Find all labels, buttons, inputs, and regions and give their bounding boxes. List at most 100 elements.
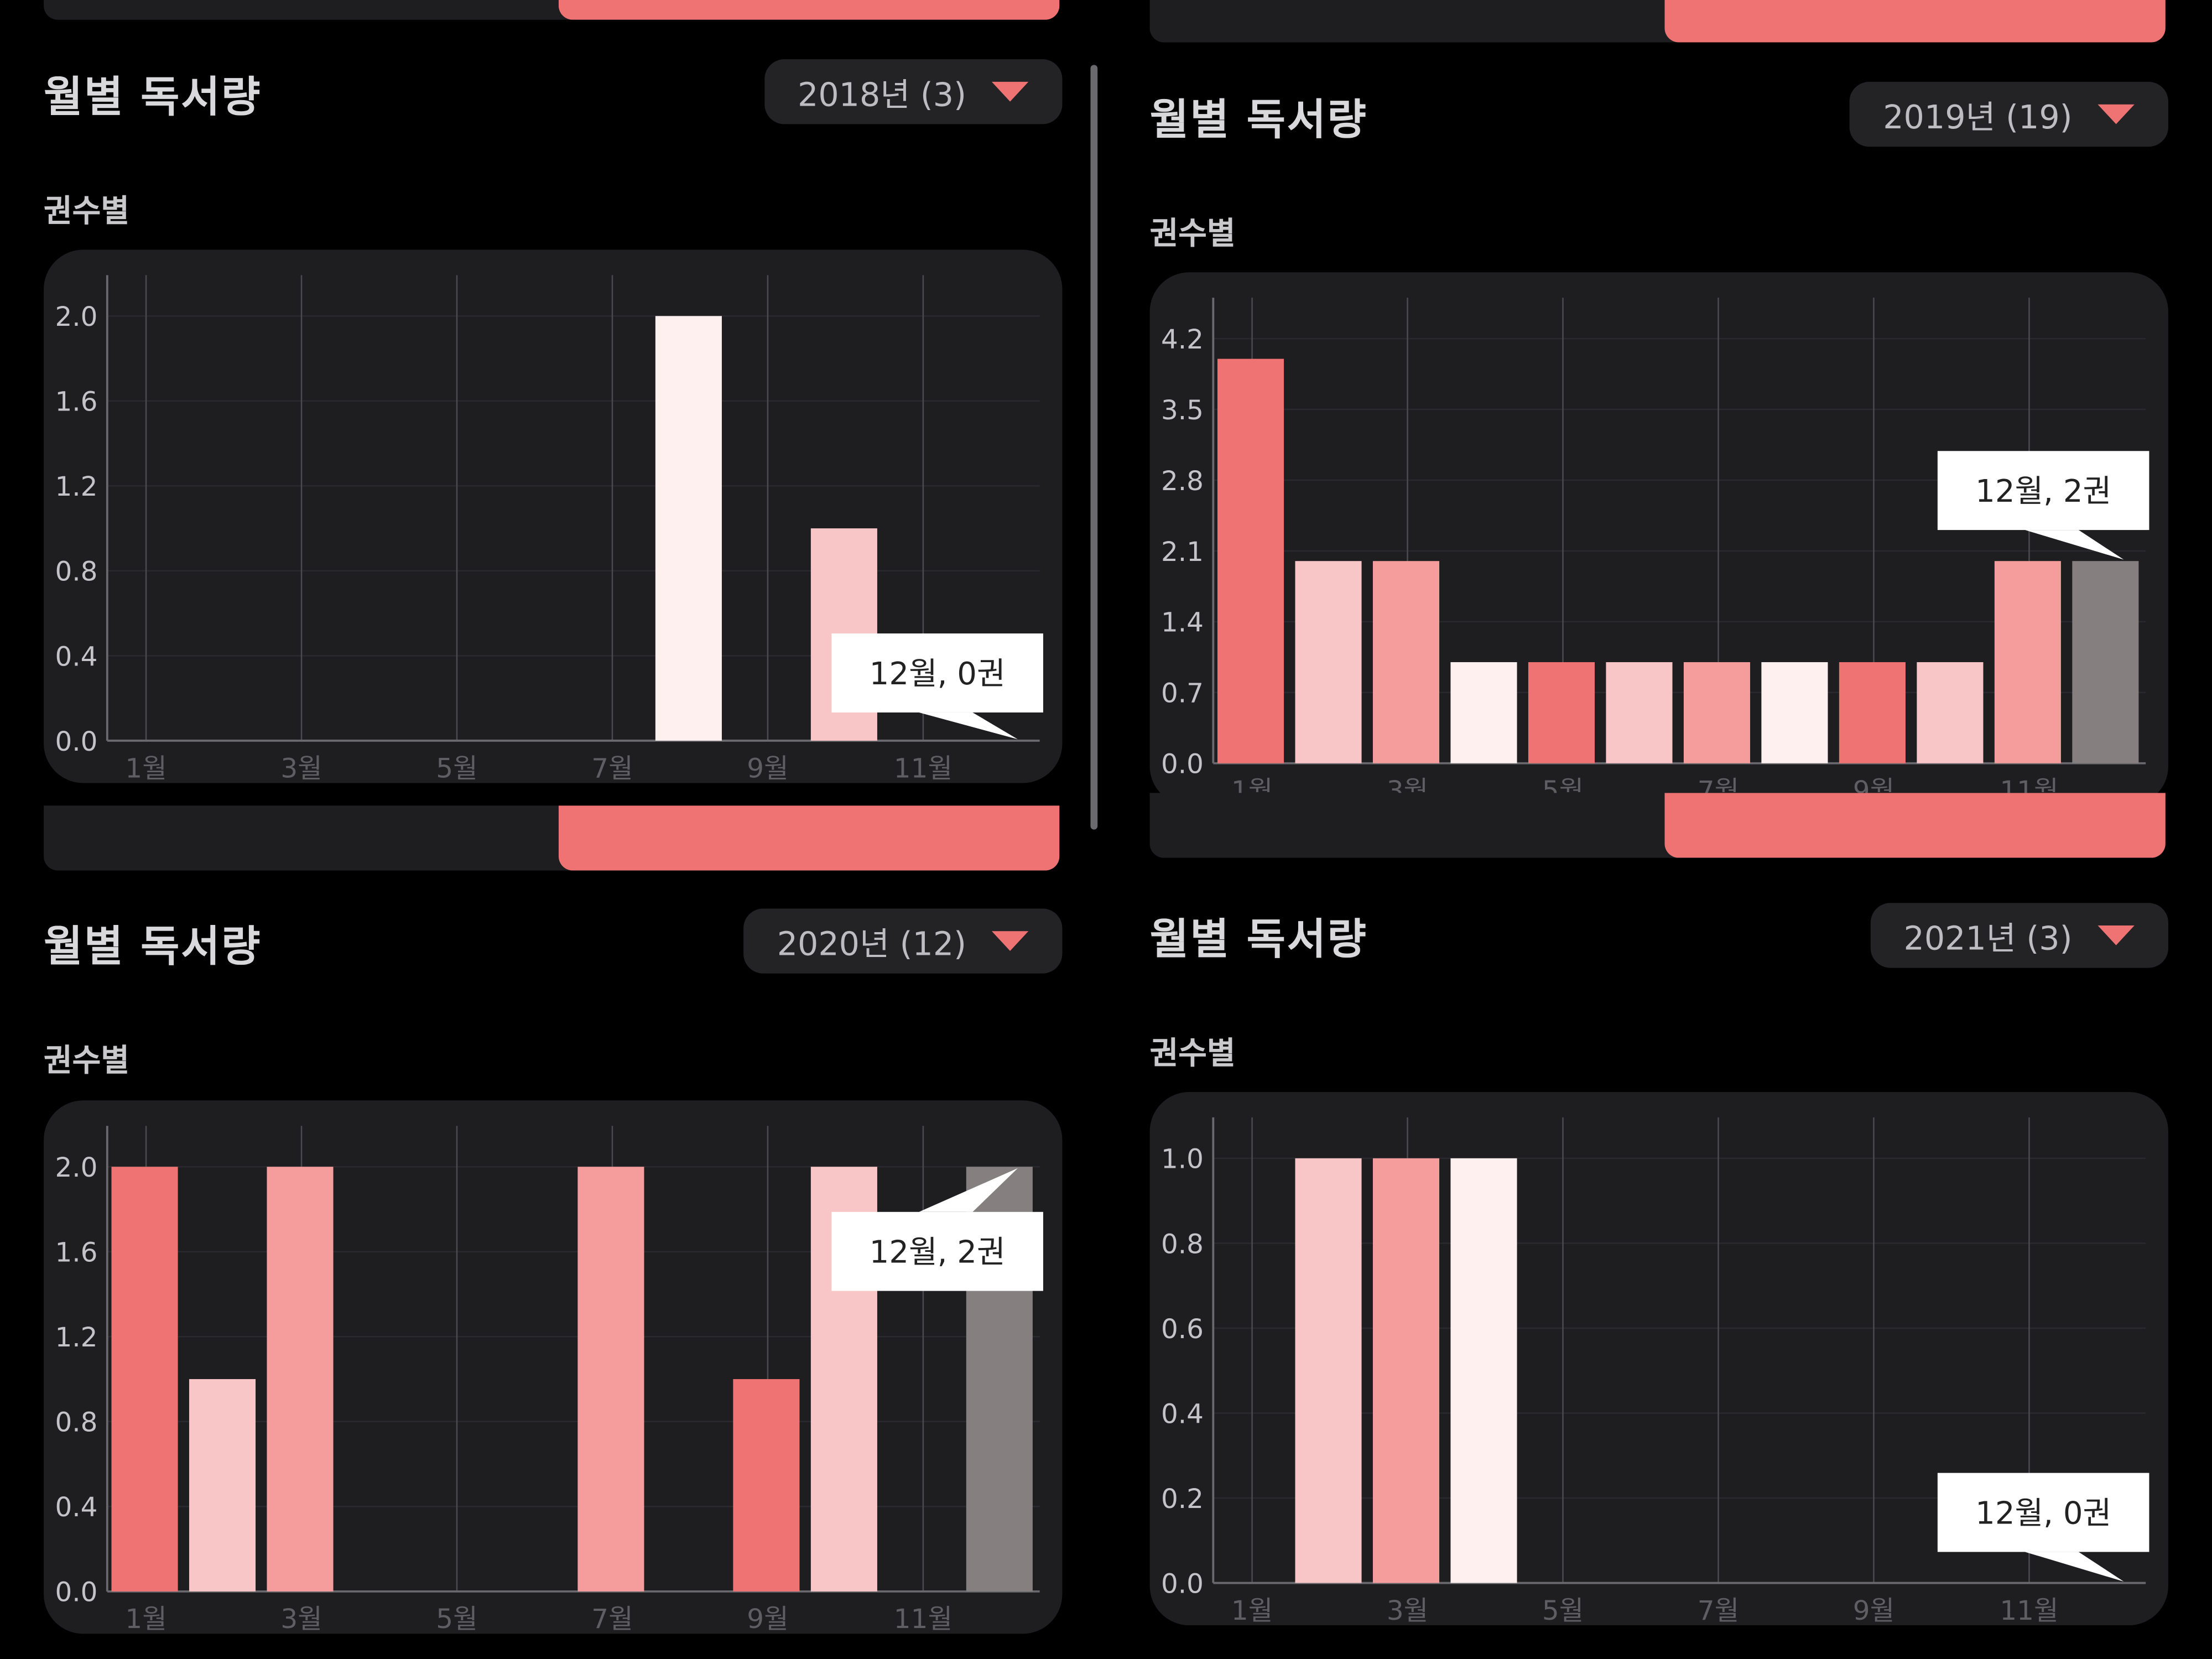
x-tick-label: 3월 [280, 1604, 322, 1634]
bar [111, 1167, 178, 1592]
bar [1761, 662, 1828, 763]
y-tick-label: 1.6 [55, 387, 97, 418]
tooltip-text: 12월, 0권 [870, 656, 1006, 692]
y-tick-label: 1.2 [55, 1322, 97, 1353]
bar [189, 1379, 256, 1592]
tooltip-pointer [2024, 530, 2124, 560]
year-select[interactable]: 2019년 (19) [1849, 81, 2168, 147]
year-select[interactable]: 2018년 (3) [764, 59, 1063, 124]
tooltip-text: 12월, 2권 [870, 1235, 1006, 1271]
bar [1450, 1158, 1517, 1583]
year-select-value: 2018년 (3) [798, 77, 967, 115]
x-tick-label: 11월 [2000, 1595, 2058, 1625]
y-tick-label: 0.0 [1161, 749, 1204, 780]
tooltip-text: 12월, 0권 [1975, 1495, 2111, 1531]
tooltip-box [831, 633, 1043, 713]
chart-svg: 0.0 0.2 0.4 0.6 0.8 1.0 1월 3월 5월 7월 9월 11월 12월, 0권 [1161, 1117, 2149, 1625]
y-tick-label: 0.8 [55, 557, 97, 587]
year-select[interactable]: 2021년 (3) [1870, 903, 2168, 968]
y-tick-label: 1.2 [55, 471, 97, 502]
bar [655, 316, 722, 741]
view-toggle-active-segment[interactable] [558, 0, 1060, 20]
monthly-bar-chart[interactable]: 0.0 0.4 0.8 1.2 1.6 2.0 1월 3월 5월 7월 9월 11월 12월, 2권 [44, 1100, 1063, 1634]
tooltip-box [831, 1211, 1043, 1291]
y-tick-label: 4.2 [1161, 324, 1204, 355]
x-tick-label: 9월 [747, 1604, 788, 1634]
y-tick-label: 1.0 [1161, 1144, 1204, 1175]
x-tick-label: 7월 [591, 753, 633, 783]
year-select-value: 2021년 (3) [1903, 921, 2073, 958]
x-tick-label: 1월 [125, 753, 166, 783]
caret-down-icon [2098, 104, 2135, 124]
x-tick-label: 3월 [280, 753, 322, 783]
view-toggle-active-segment[interactable] [558, 805, 1060, 871]
x-tick-label: 5월 [436, 753, 477, 783]
monthly-bar-chart[interactable]: 0.0 0.7 1.4 2.1 2.8 3.5 4.2 1월 3월 5월 7월 9월 11월 12월, 2… [1149, 272, 2168, 806]
metric-label: 권수별 [1149, 1037, 1236, 1073]
y-tick-label: 3.5 [1161, 395, 1204, 426]
bar [1372, 1158, 1440, 1583]
tooltip-text: 12월, 2권 [1975, 474, 2111, 509]
bar [733, 1379, 800, 1592]
page-title: 월별 독서량 [1149, 96, 1368, 145]
y-tick-label: 0.4 [1161, 1398, 1204, 1429]
y-tick-label: 0.0 [1161, 1568, 1204, 1599]
bar [577, 1167, 644, 1592]
bar [1217, 358, 1284, 763]
view-toggle-bar[interactable] [1149, 0, 2166, 43]
y-tick-label: 2.8 [1161, 466, 1204, 497]
x-tick-label: 5월 [1542, 1595, 1584, 1625]
x-tick-label: 9월 [747, 753, 788, 783]
x-tick-label: 3월 [1387, 1595, 1428, 1625]
tooltip-box [1937, 451, 2149, 531]
chart-svg: 0.0 0.4 0.8 1.2 1.6 2.0 1월 3월 5월 7월 9월 11월 12월, 2권 [55, 1126, 1043, 1634]
view-toggle-bar[interactable] [44, 805, 1060, 871]
page-title: 월별 독서량 [44, 922, 262, 972]
view-toggle-bar[interactable] [1149, 793, 2166, 858]
year-select-value: 2019년 (19) [1883, 100, 2073, 137]
bar [1606, 662, 1673, 763]
view-toggle-active-segment[interactable] [1664, 793, 2166, 858]
y-tick-label: 0.0 [55, 1577, 97, 1608]
x-tick-label: 11월 [894, 753, 953, 783]
y-tick-label: 0.2 [1161, 1484, 1204, 1515]
bar [1450, 662, 1517, 763]
tooltip-pointer [919, 1168, 1018, 1212]
tooltip-pointer [2024, 1552, 2124, 1582]
y-tick-label: 1.6 [55, 1237, 97, 1268]
x-tick-label: 5월 [436, 1604, 477, 1634]
x-tick-label: 9월 [1853, 1595, 1894, 1625]
page-title: 월별 독서량 [1149, 916, 1368, 965]
view-toggle-active-segment[interactable] [1664, 0, 2166, 43]
caret-down-icon [991, 81, 1029, 102]
caret-down-icon [991, 931, 1029, 951]
year-select-value: 2020년 (12) [777, 927, 967, 964]
metric-label: 권수별 [44, 1044, 129, 1080]
y-tick-label: 1.4 [1161, 607, 1204, 638]
bar [267, 1167, 334, 1592]
tooltip-box [1937, 1473, 2149, 1552]
view-toggle-bar[interactable] [44, 0, 1060, 20]
bar [2072, 561, 2139, 763]
y-tick-label: 0.8 [55, 1407, 97, 1438]
metric-label: 권수별 [1149, 217, 1236, 253]
monthly-bar-chart[interactable]: 0.0 0.4 0.8 1.2 1.6 2.0 1월 3월 5월 7월 9월 11월 12월, 0권 [44, 249, 1063, 783]
year-select[interactable]: 2020년 (12) [743, 908, 1063, 974]
y-tick-label: 2.0 [55, 1152, 97, 1183]
monthly-bar-chart[interactable]: 0.0 0.2 0.4 0.6 0.8 1.0 1월 3월 5월 7월 9월 11월 12월, 0권 [1149, 1092, 2168, 1626]
x-tick-label: 1월 [125, 1604, 166, 1634]
bar [1839, 662, 1906, 763]
y-tick-label: 0.8 [1161, 1229, 1204, 1260]
bar [1994, 561, 2061, 763]
scrollbar-thumb[interactable] [1090, 65, 1098, 830]
y-tick-label: 0.4 [55, 1492, 97, 1523]
x-tick-label: 7월 [1698, 1595, 1739, 1625]
bar [1295, 1158, 1362, 1583]
y-tick-label: 0.0 [55, 726, 97, 757]
caret-down-icon [2098, 925, 2135, 945]
y-tick-label: 2.1 [1161, 537, 1204, 568]
y-tick-label: 0.7 [1161, 678, 1204, 709]
bar [1528, 662, 1595, 763]
x-tick-label: 7월 [591, 1604, 633, 1634]
